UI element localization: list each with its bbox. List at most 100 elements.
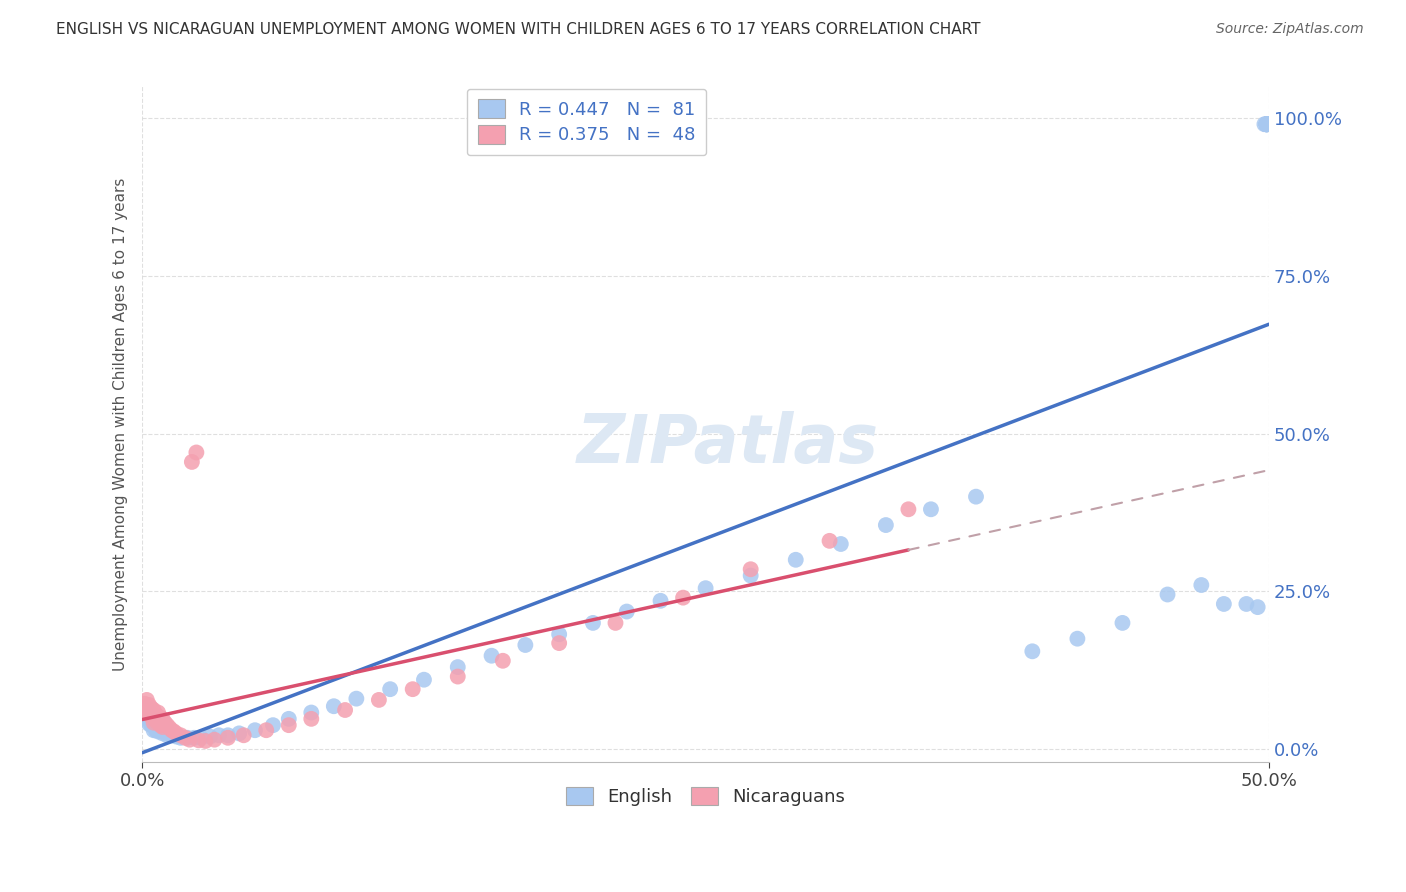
Point [1189,578,1212,592]
Point [818,533,841,548]
Point [1066,632,1088,646]
Point [616,605,638,619]
Y-axis label: Unemployment Among Women with Children Ages 6 to 17 years: Unemployment Among Women with Children A… [114,178,128,671]
Point [160,723,183,738]
Point [156,718,179,732]
Point [145,707,167,722]
Point [1246,600,1268,615]
Point [277,718,299,732]
Point [262,718,284,732]
Point [198,730,221,744]
Point [920,502,942,516]
Point [135,707,157,722]
Text: ENGLISH VS NICARAGUAN UNEMPLOYMENT AMONG WOMEN WITH CHILDREN AGES 6 TO 17 YEARS : ENGLISH VS NICARAGUAN UNEMPLOYMENT AMONG… [56,22,981,37]
Point [134,704,156,718]
Point [142,714,165,729]
Point [1256,117,1278,131]
Point [187,733,209,747]
Point [163,724,186,739]
Legend: English, Nicaraguans: English, Nicaraguans [560,780,852,814]
Point [141,707,163,722]
Point [232,728,254,742]
Point [650,594,672,608]
Point [142,710,165,724]
Point [413,673,436,687]
Point [740,568,762,582]
Point [142,703,165,717]
Point [875,518,897,533]
Point [380,682,402,697]
Point [149,718,172,732]
Text: ZIPatlas: ZIPatlas [576,411,879,477]
Point [165,730,187,744]
Point [1256,117,1278,131]
Point [830,537,852,551]
Point [165,726,187,740]
Point [152,712,174,726]
Point [145,714,167,728]
Point [299,706,322,720]
Point [367,693,389,707]
Point [965,490,987,504]
Point [152,720,174,734]
Point [208,728,231,742]
Point [149,723,172,738]
Point [1256,117,1278,131]
Point [515,638,537,652]
Point [145,723,167,738]
Point [277,712,299,726]
Point [160,728,183,742]
Point [142,718,165,732]
Point [299,712,322,726]
Point [153,715,176,730]
Point [138,712,160,726]
Point [228,726,250,740]
Point [146,715,169,730]
Point [135,701,157,715]
Point [141,709,163,723]
Point [186,445,208,459]
Point [492,654,515,668]
Point [1256,117,1278,131]
Point [447,660,470,674]
Point [217,728,239,742]
Point [174,731,197,745]
Point [1256,117,1278,131]
Point [134,697,156,711]
Point [176,731,198,745]
Point [740,562,762,576]
Point [156,723,179,738]
Point [152,720,174,734]
Point [156,728,179,742]
Point [548,636,571,650]
Point [180,455,202,469]
Point [157,721,180,735]
Point [1212,597,1234,611]
Point [1256,117,1278,131]
Point [138,717,160,731]
Point [1234,597,1257,611]
Point [134,704,156,718]
Point [183,731,205,745]
Point [548,627,571,641]
Point [785,553,807,567]
Point [138,707,160,722]
Point [135,703,157,717]
Point [134,707,156,722]
Point [217,731,239,745]
Point [146,720,169,734]
Point [202,732,225,747]
Point [897,502,920,516]
Point [142,723,165,738]
Text: Source: ZipAtlas.com: Source: ZipAtlas.com [1216,22,1364,37]
Point [141,701,163,715]
Point [194,734,217,748]
Point [333,703,356,717]
Point [169,728,191,742]
Point [1256,117,1278,131]
Point [146,724,169,739]
Point [141,714,163,728]
Point [1021,644,1043,658]
Point [135,712,157,726]
Point [141,718,163,732]
